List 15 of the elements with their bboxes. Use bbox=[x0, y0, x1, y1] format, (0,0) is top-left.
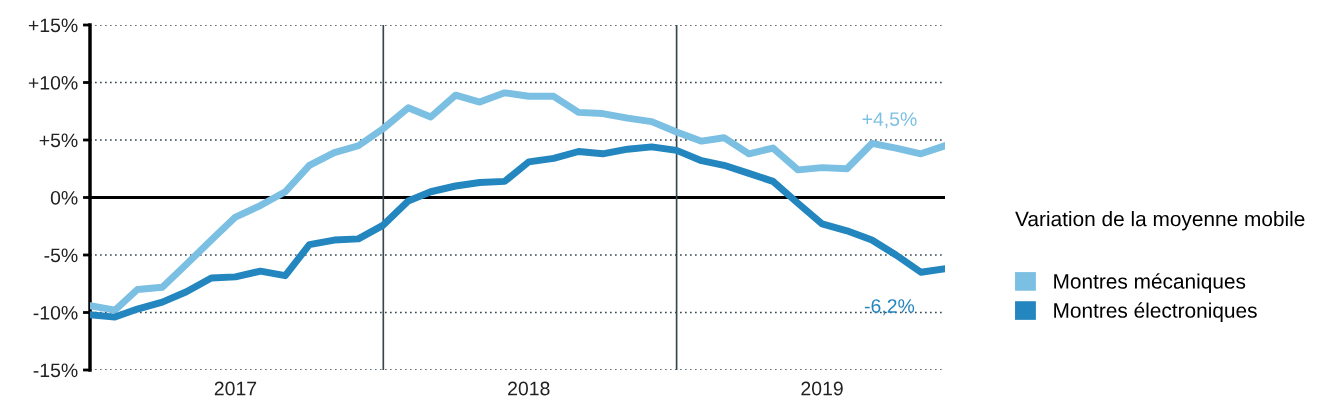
x-tick-label: 2017 bbox=[214, 381, 257, 396]
y-tick-label: 0% bbox=[50, 190, 78, 205]
y-tick-label: -5% bbox=[44, 248, 78, 263]
legend-label: Montres électroniques bbox=[1054, 302, 1257, 322]
y-tick-label: -15% bbox=[33, 363, 78, 378]
y-tick-label: +10% bbox=[28, 75, 78, 90]
x-tick-label: 2018 bbox=[508, 381, 550, 396]
x-tick-label: 2019 bbox=[801, 381, 843, 396]
annotation: -6,2% bbox=[864, 299, 915, 316]
y-tick-label: -10% bbox=[33, 305, 78, 320]
legend-label: Montres mécaniques bbox=[1054, 273, 1246, 293]
legend-title: Variation de la moyenne mobile bbox=[1015, 211, 1305, 231]
annotation: +4,5% bbox=[862, 112, 917, 129]
y-tick-label: +5% bbox=[39, 133, 78, 148]
y-tick-label: +15% bbox=[28, 18, 78, 33]
